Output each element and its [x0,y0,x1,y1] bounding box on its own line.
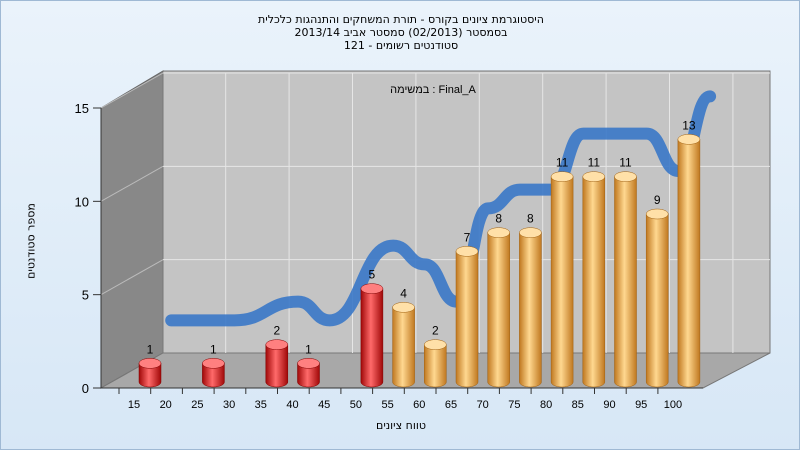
bar-body [297,363,320,388]
bar-top [519,227,542,238]
bar-body [138,363,162,388]
bar-body [645,213,669,388]
bar-value-label: 1 [147,342,154,356]
bar-value-label: 11 [619,156,632,170]
bar-value-label: 4 [400,286,407,300]
bar: 1 [138,342,162,388]
trend-ribbon [165,90,717,327]
bar-body [614,176,637,388]
bar: 1 [202,342,225,388]
x-tick-label: 70 [477,399,489,411]
gridline-side [100,165,164,202]
bar: 11 [614,156,637,388]
bar-top [677,134,701,145]
bar: 13 [677,118,701,388]
bar-top [424,339,447,350]
bar-top [487,227,510,238]
bar-body [582,176,606,388]
bar-value-label: 13 [682,118,696,132]
x-tick-label: 35 [255,399,267,411]
bar-body [360,288,384,388]
bar-body [392,307,415,388]
bar: 7 [455,230,479,388]
x-tick-label: 100 [664,399,682,411]
bar: 8 [487,212,510,388]
bar: 8 [519,212,542,388]
registered-students: סטודנטים רשומים - 121 [343,39,459,52]
x-tick-label: 50 [350,399,362,411]
bar: 4 [392,286,415,388]
bar: 11 [550,156,574,388]
x-tick-label: 85 [572,399,584,411]
x-tick-label: 60 [413,399,425,411]
bar-body [519,232,542,388]
bar-body [677,139,701,388]
bar-top [202,358,225,369]
gridline-side [100,259,164,296]
bar-value-label: 11 [588,156,601,170]
bar-body [487,232,510,388]
bar-body [455,251,479,388]
bar-value-label: 8 [495,212,502,226]
bar-value-label: 2 [273,324,280,338]
bar-body [265,344,289,388]
bar-top [360,283,384,294]
x-tick-label: 15 [128,399,140,411]
y-tick-label: 15 [75,101,89,116]
bar-top [138,358,162,369]
y-tick-label: 0 [82,381,89,396]
bar-top [455,246,479,257]
ribbon-path [165,90,717,327]
bar-value-label: 11 [556,156,569,170]
bar-body [202,363,225,388]
x-tick-label: 80 [540,399,552,411]
bar-value-label: 1 [305,342,312,356]
x-tick-label: 45 [318,399,330,411]
bar-value-label: 8 [527,212,534,226]
bar-value-label: 2 [432,324,439,338]
y-axis-label: מספר סטודנטים [24,203,38,279]
bar: 2 [265,324,289,388]
x-tick-label: 30 [223,399,235,411]
x-tick-label: 95 [635,399,647,411]
bar-top [297,358,320,369]
bar-body [424,344,447,388]
bar-value-label: 7 [464,230,471,244]
bar-top [550,171,574,182]
x-tick-label: 90 [603,399,615,411]
bar: 1 [297,342,320,388]
bar: 9 [645,193,669,388]
bar-value-label: 5 [369,268,376,282]
x-tick-label: 55 [381,399,393,411]
gridline-side [100,72,164,109]
x-tick-label: 75 [508,399,520,411]
series-annotation: במשימה : Final_A [390,84,476,96]
bar-body [550,176,574,388]
y-tick-label: 10 [75,194,89,209]
bar-top [392,302,415,313]
chart-title: היסטוגרמת ציונים בקורס - תורת המשחקים וה… [258,13,544,26]
x-tick-label: 65 [445,399,457,411]
bar: 2 [424,324,447,388]
chart-subtitle: בסמסטר (02/2013) סמסטר אביב 2013/14 [294,26,508,39]
bar: 11 [582,156,606,388]
x-tick-label: 20 [160,399,172,411]
bar-top [582,171,606,182]
bar-top [645,208,669,220]
x-tick-label: 25 [191,399,203,411]
bar-value-label: 1 [210,342,217,356]
x-tick-label: 40 [286,399,298,411]
y-tick-label: 5 [82,288,89,303]
x-axis-label: טווח ציונים [376,419,426,432]
bar-top [265,339,289,350]
bar: 5 [360,268,384,388]
left-wall [100,70,164,389]
bar-top [614,171,637,182]
bar-value-label: 9 [654,193,661,207]
